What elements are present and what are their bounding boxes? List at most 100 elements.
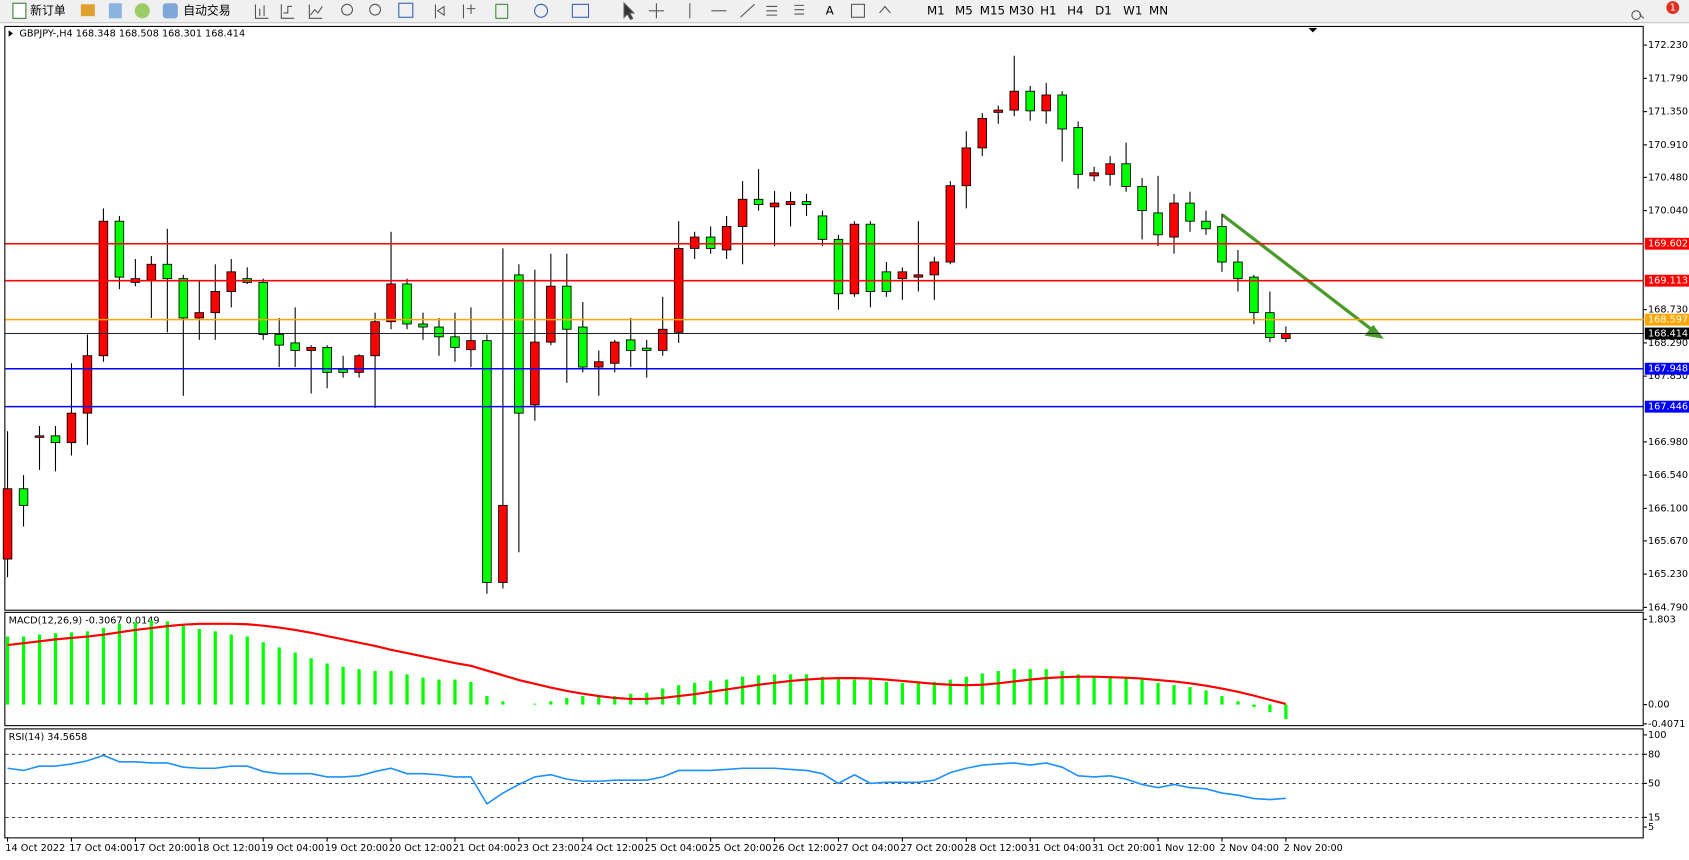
rsi-panel-title: RSI(14) 34.5658	[9, 732, 88, 743]
candle-body	[1153, 212, 1163, 236]
macd-bar	[229, 634, 233, 705]
x-tick-label: 28 Oct 12:00	[964, 843, 1027, 854]
macd-bar	[501, 701, 505, 705]
candle-body	[322, 346, 332, 373]
toolbar-bg	[0, 0, 1689, 23]
tile-windows[interactable]	[398, 2, 414, 18]
trend-arrow	[1221, 213, 1384, 339]
candle-body	[1057, 94, 1067, 130]
zoom-in[interactable]	[341, 3, 353, 16]
timeframe-button[interactable]: W1	[1123, 3, 1142, 17]
chart-tools	[254, 1, 1645, 21]
x-tick-label: 27 Oct 20:00	[900, 843, 963, 854]
tool-icon[interactable]	[108, 3, 122, 19]
price-level-tag	[1644, 327, 1689, 340]
channel-tool[interactable]	[766, 5, 778, 16]
candle-body	[1233, 261, 1243, 280]
candle-body	[1249, 276, 1259, 314]
macd-bar	[117, 623, 122, 705]
timeframe-button[interactable]: H1	[1040, 3, 1056, 17]
timeframe-button[interactable]: M15	[980, 3, 1005, 17]
x-tick-label: 17 Oct 04:00	[69, 843, 132, 854]
macd-bar	[245, 636, 249, 705]
candle-body	[961, 147, 972, 187]
macd-bar	[581, 696, 585, 705]
indicators[interactable]	[495, 3, 509, 19]
x-tick-label: 31 Oct 04:00	[1028, 843, 1091, 854]
arrows-tool[interactable]	[879, 5, 891, 14]
label-tool[interactable]	[850, 3, 865, 18]
price-level-label: 169.113	[1648, 276, 1688, 287]
tool-icon[interactable]	[134, 3, 150, 19]
new-order-icon[interactable]	[12, 2, 27, 19]
candle-body	[178, 278, 189, 319]
macd-bar	[884, 681, 889, 705]
templates[interactable]	[571, 3, 590, 18]
price-level-tag	[1644, 400, 1689, 413]
macd-bar	[309, 658, 313, 705]
candle-body	[785, 201, 796, 206]
macd-bar	[1252, 704, 1256, 707]
arrow-shaft	[1221, 213, 1377, 334]
candle-body	[610, 341, 620, 364]
search[interactable]	[1631, 10, 1645, 20]
macd-bar	[1028, 669, 1032, 705]
bar-chart-tool[interactable]	[254, 4, 269, 19]
macd-bar	[373, 671, 377, 705]
fibo-tool[interactable]	[794, 4, 805, 15]
price-level-label: 168.414	[1648, 329, 1688, 340]
candle-body	[226, 271, 236, 292]
candle-body	[338, 368, 348, 373]
candle-body	[1009, 90, 1019, 111]
macd-signal-line	[7, 622, 1287, 705]
candle-body	[769, 202, 780, 208]
x-tick-label: 14 Oct 2022	[5, 843, 65, 854]
x-tick-label: 20 Oct 12:00	[389, 843, 452, 854]
timeframe-button[interactable]: M30	[1009, 3, 1034, 17]
panel-frames	[4, 25, 1644, 839]
price-level-label: 167.948	[1648, 364, 1688, 375]
macd-bar	[613, 696, 617, 705]
cursor-tool[interactable]	[623, 1, 636, 21]
macd-bar	[1204, 690, 1208, 705]
candle-body	[546, 285, 556, 343]
candle-body	[450, 336, 460, 348]
zoom-out[interactable]	[369, 3, 382, 16]
notification-badge[interactable]	[1666, 1, 1680, 15]
x-tick-label: 2 Nov 04:00	[1220, 843, 1279, 854]
new-order-button[interactable]: 新订单	[30, 3, 66, 17]
candle-tool[interactable]	[280, 4, 295, 19]
auto-trading-button[interactable]: 自动交易	[183, 3, 230, 17]
macd-bar	[261, 642, 265, 705]
candle-body	[578, 326, 588, 368]
macd-bar	[389, 671, 393, 705]
candle-body	[514, 274, 524, 414]
crosshair-tool[interactable]	[648, 3, 664, 19]
macd-bar	[549, 701, 553, 705]
text-tool[interactable]: A	[826, 3, 835, 17]
timeframe-button[interactable]: H4	[1067, 3, 1083, 17]
timeframe-button[interactable]: M1	[927, 3, 945, 17]
candle-body	[721, 226, 732, 251]
x-tick-label: 2 Nov 20:00	[1284, 843, 1343, 854]
tool-icon[interactable]	[80, 4, 95, 17]
chart-shift[interactable]	[462, 4, 476, 19]
candle-body	[114, 220, 125, 278]
line-tool[interactable]	[308, 4, 323, 19]
y-tick-label: 171.350	[1648, 107, 1688, 118]
periods[interactable]	[534, 3, 549, 18]
macd-bar	[565, 697, 569, 705]
timeframe-button[interactable]: M5	[955, 3, 973, 17]
auto-trading-icon[interactable]	[162, 3, 178, 19]
candle-body	[402, 283, 412, 325]
macd-bar	[677, 685, 681, 705]
macd-bar	[53, 633, 58, 705]
candle-body	[897, 271, 908, 280]
timeframe-button[interactable]: D1	[1095, 3, 1112, 17]
trendline-tool[interactable]	[740, 3, 755, 18]
candle-body	[657, 328, 668, 351]
autoscroll[interactable]	[434, 4, 445, 19]
timeframe-button[interactable]: MN	[1149, 3, 1168, 17]
candle-body	[50, 435, 61, 444]
